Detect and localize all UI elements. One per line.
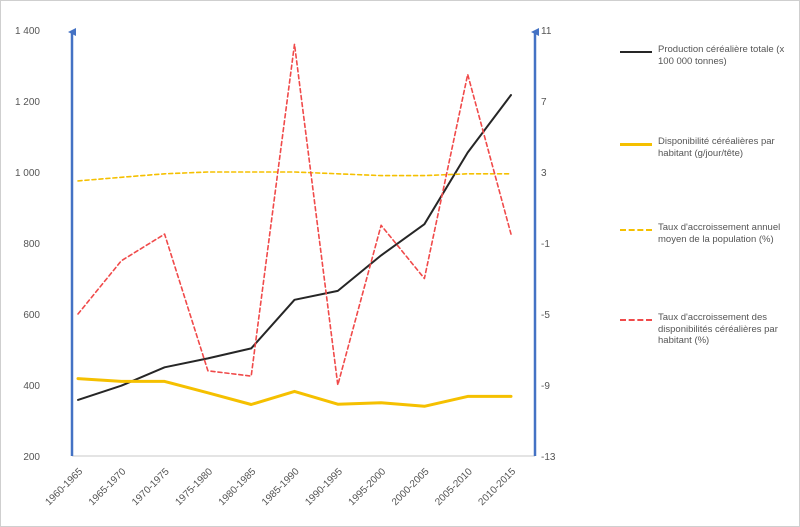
right-y-tick-label: -9 [541, 381, 550, 392]
x-tick-label: 1970-1975 [130, 466, 172, 508]
x-tick-label: 2010-2015 [477, 466, 519, 508]
series-line-disponibilite [76, 377, 513, 408]
left-y-tick-label: 400 [23, 381, 40, 392]
x-tick-label: 1995-2000 [347, 466, 389, 508]
x-tick-label: 2000-2005 [390, 466, 432, 508]
x-tick-label: 1960-1965 [44, 466, 86, 508]
left-y-tick-label: 1 000 [15, 168, 40, 179]
left-y-tick-label: 200 [23, 452, 40, 463]
x-tick-label: 1975-1980 [173, 466, 215, 508]
x-tick-label: 1990-1995 [303, 466, 345, 508]
series-line-production [77, 94, 512, 401]
right-y-tick-label: 3 [541, 168, 547, 179]
x-tick-label: 1965-1970 [87, 466, 129, 508]
x-tick-label: 1980-1985 [217, 466, 259, 508]
right-y-tick-label: -13 [541, 452, 556, 463]
right-y-tick-label: -1 [541, 239, 550, 250]
series-line-taux-population [77, 171, 512, 182]
left-y-tick-label: 1 200 [15, 97, 40, 108]
right-y-tick-label: 7 [541, 97, 547, 108]
x-tick-label: 1985-1990 [260, 466, 302, 508]
left-y-tick-label: 1 400 [15, 26, 40, 37]
right-y-tick-label: 11 [541, 26, 552, 37]
left-y-tick-label: 600 [23, 310, 40, 321]
series-line-taux-disponibilites [77, 43, 512, 386]
right-y-tick-label: -5 [541, 310, 550, 321]
x-tick-label: 2005-2010 [433, 466, 475, 508]
left-y-tick-label: 800 [23, 239, 40, 250]
